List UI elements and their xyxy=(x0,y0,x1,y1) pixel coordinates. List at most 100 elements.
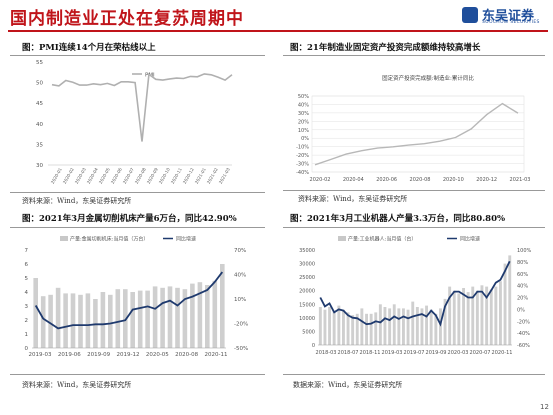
bar xyxy=(471,286,475,345)
logo-icon xyxy=(462,7,478,23)
bar xyxy=(63,293,68,348)
y-left-tick-label: 7 xyxy=(25,248,29,254)
y-right-tick-label: 80% xyxy=(517,260,528,266)
y-right-tick-label: 70% xyxy=(234,248,246,254)
legend-label-fai: 固定资产投资完成额:制造业:累计同比 xyxy=(382,74,474,82)
bar xyxy=(323,309,327,345)
x-tick-label: 2018-11 xyxy=(360,350,381,356)
y-left-tick-label: 3 xyxy=(25,304,29,310)
bar xyxy=(175,287,180,348)
y-tick-label: 10% xyxy=(298,128,309,134)
bar xyxy=(48,294,53,348)
bar xyxy=(332,311,336,345)
bar xyxy=(411,301,415,345)
y-right-tick-label: 40% xyxy=(517,284,528,290)
x-tick-label: 2020-11 xyxy=(492,350,513,356)
y-left-tick-label: 1 xyxy=(25,332,29,338)
series-line-yoy xyxy=(34,271,224,330)
bar xyxy=(452,290,456,345)
fig4-title-rule xyxy=(283,227,545,228)
logo-name: 东吴证券 xyxy=(482,9,535,24)
bar xyxy=(197,282,203,348)
bar xyxy=(182,289,188,348)
x-tick-label: 2019-03 xyxy=(382,350,403,356)
bar xyxy=(145,290,150,348)
y-right-tick-label: 60% xyxy=(517,272,528,278)
y-tick-label: 40 xyxy=(36,122,43,128)
fig3-source: 资料来源：Wind，东吴证券研究所 xyxy=(22,381,132,389)
y-tick-label: 50 xyxy=(36,81,43,87)
bar xyxy=(108,294,113,348)
bar xyxy=(508,255,512,345)
y-left-tick-label: 15000 xyxy=(299,302,315,308)
y-left-tick-label: 10000 xyxy=(299,316,315,322)
bar xyxy=(33,278,38,348)
series-line-fai xyxy=(314,102,519,166)
legend-label-bars: 产量:工业机器人:当月值（台） xyxy=(348,236,416,243)
fig4-source: 数据来源：Wind，东吴证券研究所 xyxy=(293,381,403,389)
legend-swatch-bars xyxy=(338,236,346,241)
bar xyxy=(378,304,382,345)
bar xyxy=(351,315,355,345)
legend-swatch-bars xyxy=(60,236,68,241)
bar xyxy=(123,289,128,348)
x-tick-label: 2020-06 xyxy=(376,177,397,183)
bar xyxy=(480,285,484,345)
x-tick-label: 2020-08 xyxy=(175,352,198,358)
x-tick-label: 2020-08 xyxy=(410,177,431,183)
x-tick-label: 2019-03 xyxy=(29,352,52,358)
x-tick-label: 2018-03 xyxy=(316,350,337,356)
x-tick-label: 2020-05 xyxy=(146,352,169,358)
y-tick-label: -30% xyxy=(296,162,309,168)
y-right-tick-label: 100% xyxy=(517,248,532,254)
x-tick-label: 2020-02 xyxy=(310,177,331,183)
fig2-title: 图：21年制造业固定资产投资完成额维持较高增长 xyxy=(290,43,481,53)
fig2-bottom-rule xyxy=(283,190,545,191)
bar xyxy=(100,292,106,348)
series-line-pmi xyxy=(51,72,233,142)
series-line-yoy xyxy=(319,260,511,327)
bar xyxy=(70,293,76,348)
bar xyxy=(462,288,465,345)
y-left-tick-label: 30000 xyxy=(299,262,315,268)
fig4-bottom-rule xyxy=(283,374,545,375)
bar xyxy=(443,298,447,345)
x-tick-label: 2019-09 xyxy=(426,350,447,356)
bar xyxy=(420,308,424,345)
x-tick-label: 2018-07 xyxy=(338,350,359,356)
bar xyxy=(346,312,350,345)
y-tick-label: 0% xyxy=(301,136,309,142)
bar xyxy=(78,294,83,348)
bar xyxy=(475,290,479,345)
y-tick-label: 20% xyxy=(298,119,309,125)
y-tick-label: -10% xyxy=(296,145,309,151)
bar xyxy=(415,307,419,345)
bar xyxy=(337,305,341,345)
page-title: 国内制造业正处在复苏周期中 xyxy=(10,9,244,29)
bar xyxy=(55,287,61,348)
y-tick-label: 40% xyxy=(298,102,309,108)
bar xyxy=(40,296,46,348)
bar xyxy=(85,293,91,348)
bar xyxy=(434,313,438,345)
bar xyxy=(374,312,378,345)
bar xyxy=(406,309,410,345)
y-right-tick-label: 0% xyxy=(517,307,525,313)
fig1-title: 图：PMI连续14个月在荣枯线以上 xyxy=(22,43,156,53)
fig4-title: 图：2021年3月工业机器人产量3.3万台，同比80.80% xyxy=(290,214,506,224)
x-tick-label: 2019-09 xyxy=(87,352,110,358)
bar xyxy=(466,292,470,345)
bar xyxy=(429,309,433,345)
x-tick-label: 2020-04 xyxy=(343,177,364,183)
bar xyxy=(402,308,405,345)
bar xyxy=(160,287,165,348)
bar xyxy=(392,304,396,345)
bar xyxy=(212,280,218,348)
y-right-tick-label: -20% xyxy=(517,319,530,325)
bar xyxy=(130,292,135,348)
bar xyxy=(499,281,502,345)
bar xyxy=(152,286,158,348)
bar xyxy=(355,313,359,345)
x-tick-label: 2020-07 xyxy=(470,350,491,356)
